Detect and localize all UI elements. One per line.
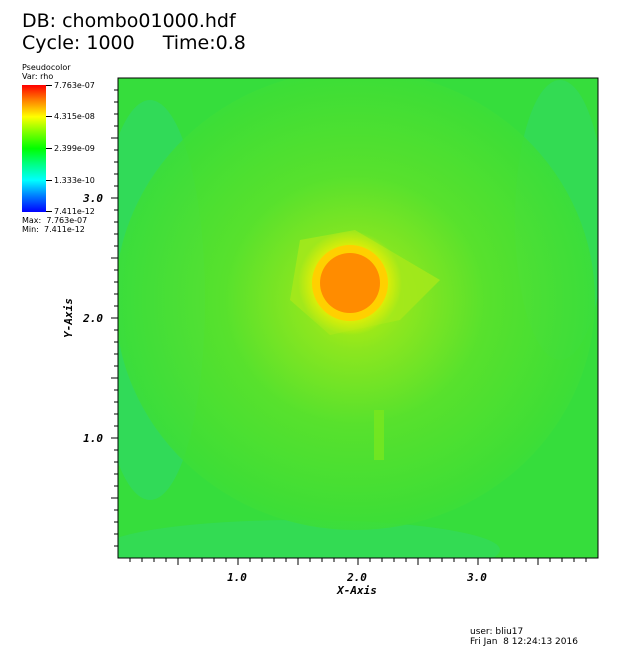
legend-plot-type: Pseudocolor — [22, 63, 71, 72]
time-label: Time:0.8 — [162, 32, 246, 54]
colorbar-tick-label: 2.399e-09 — [54, 144, 95, 153]
y-tick-label: 1.0 — [83, 432, 103, 445]
x-tick-label: 1.0 — [227, 571, 247, 584]
colorbar-tick-label: 7.411e-12 — [54, 207, 95, 216]
colorbar-tick — [46, 211, 52, 212]
database-title: DB: chombo01000.hdf — [22, 10, 236, 32]
footer-date: Fri Jan 8 12:24:13 2016 — [470, 637, 578, 647]
y-axis-label: Y-Axis — [62, 298, 75, 338]
y-tick-label: 3.0 — [82, 192, 103, 205]
x-tick-label: 2.0 — [346, 571, 367, 584]
colorbar-tick — [46, 116, 52, 117]
legend-variable: Var: rho — [22, 72, 54, 81]
x-axis-label: X-Axis — [336, 584, 377, 597]
heatmap-field — [118, 78, 598, 558]
heatmap-edge-band — [118, 520, 500, 558]
heatmap-feature — [374, 410, 384, 460]
cycle-time-line: Cycle: 1000 Time:0.8 — [22, 32, 246, 54]
x-tick-label: 3.0 — [466, 571, 487, 584]
y-tick-label: 2.0 — [82, 312, 103, 325]
colorbar — [22, 85, 46, 212]
colorbar-tick-label: 1.333e-10 — [54, 176, 95, 185]
colorbar-tick — [46, 148, 52, 149]
legend-min: Min: 7.411e-12 — [22, 225, 85, 234]
axis-ticks — [111, 89, 587, 565]
colorbar-tick-label: 7.763e-07 — [54, 81, 95, 90]
colorbar-tick — [46, 180, 52, 181]
footer-user: user: bliu17 — [470, 627, 524, 637]
legend-max: Max: 7.763e-07 — [22, 216, 88, 225]
cycle-label: Cycle: 1000 — [22, 32, 135, 54]
heatmap-core — [320, 253, 380, 313]
colorbar-tick — [46, 85, 52, 86]
colorbar-tick-label: 4.315e-08 — [54, 112, 95, 121]
